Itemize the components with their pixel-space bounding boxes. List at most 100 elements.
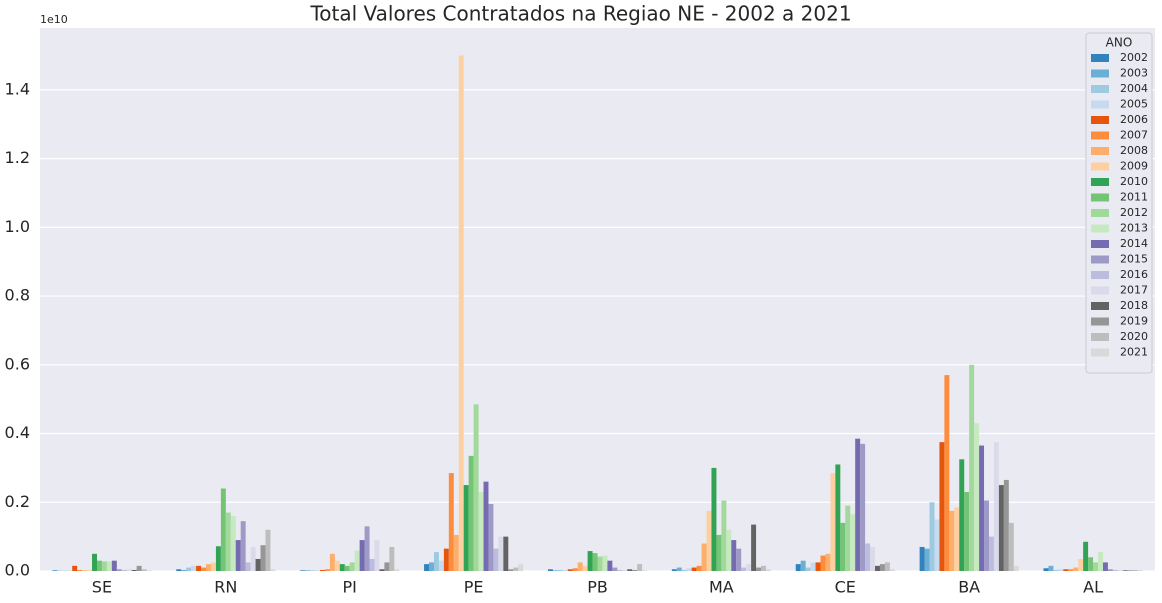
bar bbox=[934, 519, 940, 571]
bar bbox=[1058, 569, 1064, 571]
legend-label: 2015 bbox=[1120, 253, 1148, 266]
bar bbox=[215, 546, 221, 571]
bar bbox=[334, 560, 340, 571]
bar bbox=[260, 545, 266, 571]
y-tick-label: 0.2 bbox=[5, 492, 30, 511]
bar bbox=[964, 491, 970, 571]
bar bbox=[513, 567, 519, 571]
bar bbox=[369, 558, 375, 571]
bar bbox=[389, 546, 395, 571]
legend-swatch bbox=[1091, 54, 1109, 62]
bar bbox=[1013, 565, 1019, 571]
bar bbox=[632, 569, 638, 571]
bar bbox=[597, 556, 603, 571]
bar bbox=[642, 570, 648, 571]
bar bbox=[116, 569, 122, 571]
bar bbox=[875, 565, 880, 571]
legend-swatch bbox=[1091, 116, 1109, 124]
bar bbox=[884, 562, 890, 571]
x-tick-label: SE bbox=[92, 578, 112, 597]
bar bbox=[998, 485, 1004, 571]
bar bbox=[478, 491, 484, 571]
x-tick-label: PE bbox=[464, 578, 484, 597]
bar bbox=[245, 562, 251, 571]
bar bbox=[1073, 567, 1079, 571]
bar bbox=[979, 445, 985, 571]
bar bbox=[835, 464, 841, 571]
legend-label: 2002 bbox=[1120, 51, 1148, 64]
bar bbox=[364, 526, 370, 571]
x-tick-label: RN bbox=[214, 578, 237, 597]
legend-swatch bbox=[1091, 131, 1109, 140]
legend-swatch bbox=[1091, 85, 1109, 93]
bar bbox=[627, 569, 633, 571]
y-tick-label: 0.4 bbox=[5, 423, 30, 442]
bar bbox=[622, 569, 628, 571]
bar bbox=[106, 561, 112, 571]
bar bbox=[473, 404, 479, 571]
bar bbox=[879, 564, 885, 571]
legend-label: 2006 bbox=[1120, 113, 1148, 126]
bar bbox=[265, 529, 271, 571]
bar bbox=[1008, 522, 1014, 571]
bar bbox=[1053, 569, 1059, 571]
bar bbox=[716, 534, 722, 571]
bar bbox=[572, 568, 578, 571]
bar bbox=[493, 548, 499, 571]
bar bbox=[201, 567, 207, 571]
bar bbox=[825, 553, 831, 571]
bar bbox=[547, 569, 553, 571]
bar bbox=[210, 562, 216, 571]
bar bbox=[557, 569, 563, 571]
legend-label: 2004 bbox=[1120, 82, 1148, 95]
bar bbox=[72, 565, 78, 571]
legend-swatch bbox=[1091, 69, 1109, 78]
bar bbox=[196, 565, 202, 571]
bar bbox=[206, 564, 211, 571]
bar bbox=[359, 540, 365, 571]
bar bbox=[1122, 570, 1128, 571]
bar bbox=[701, 543, 707, 571]
bar bbox=[577, 562, 583, 571]
bar bbox=[433, 552, 439, 571]
bar bbox=[855, 438, 861, 571]
bar bbox=[810, 562, 816, 571]
bar bbox=[741, 567, 747, 571]
bar bbox=[1048, 565, 1054, 571]
bar bbox=[488, 503, 494, 571]
bar bbox=[1102, 562, 1108, 571]
bar bbox=[453, 534, 459, 571]
legend-label: 2017 bbox=[1120, 284, 1148, 297]
bar bbox=[146, 570, 152, 571]
legend-swatch bbox=[1091, 317, 1109, 326]
bar bbox=[1132, 569, 1138, 571]
legend-swatch bbox=[1091, 100, 1109, 109]
legend-label: 2009 bbox=[1120, 160, 1148, 173]
bar bbox=[1112, 569, 1118, 571]
bar bbox=[726, 529, 732, 571]
bar bbox=[860, 443, 866, 571]
bar bbox=[191, 565, 197, 571]
legend-label: 2003 bbox=[1120, 67, 1148, 80]
legend-label: 2016 bbox=[1120, 268, 1148, 281]
bar bbox=[136, 565, 142, 571]
bar bbox=[691, 567, 697, 571]
bar bbox=[731, 540, 737, 571]
bar bbox=[751, 524, 757, 571]
legend-label: 2005 bbox=[1120, 98, 1148, 111]
legend-label: 2018 bbox=[1120, 299, 1148, 312]
bar bbox=[805, 567, 811, 571]
bar bbox=[230, 516, 236, 571]
legend-title: ANO bbox=[1106, 36, 1133, 50]
bar bbox=[919, 546, 925, 571]
legend-swatch bbox=[1091, 240, 1109, 248]
bar bbox=[711, 467, 717, 571]
bar bbox=[761, 565, 766, 571]
bar bbox=[870, 546, 876, 571]
y-tick-label: 1.4 bbox=[5, 79, 30, 98]
bar bbox=[141, 569, 147, 571]
bar bbox=[552, 570, 558, 571]
bar bbox=[384, 562, 390, 571]
bar bbox=[736, 548, 742, 571]
bar bbox=[1078, 558, 1084, 571]
